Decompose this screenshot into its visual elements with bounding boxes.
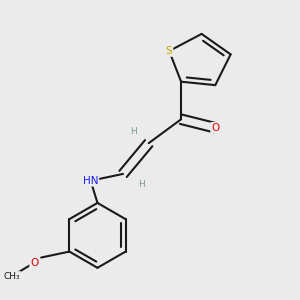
Text: H: H xyxy=(130,127,137,136)
Text: S: S xyxy=(166,46,172,56)
Text: CH₃: CH₃ xyxy=(4,272,20,281)
Text: O: O xyxy=(211,123,219,133)
Text: O: O xyxy=(30,258,38,268)
Text: H: H xyxy=(139,180,145,189)
Text: HN: HN xyxy=(83,176,98,186)
